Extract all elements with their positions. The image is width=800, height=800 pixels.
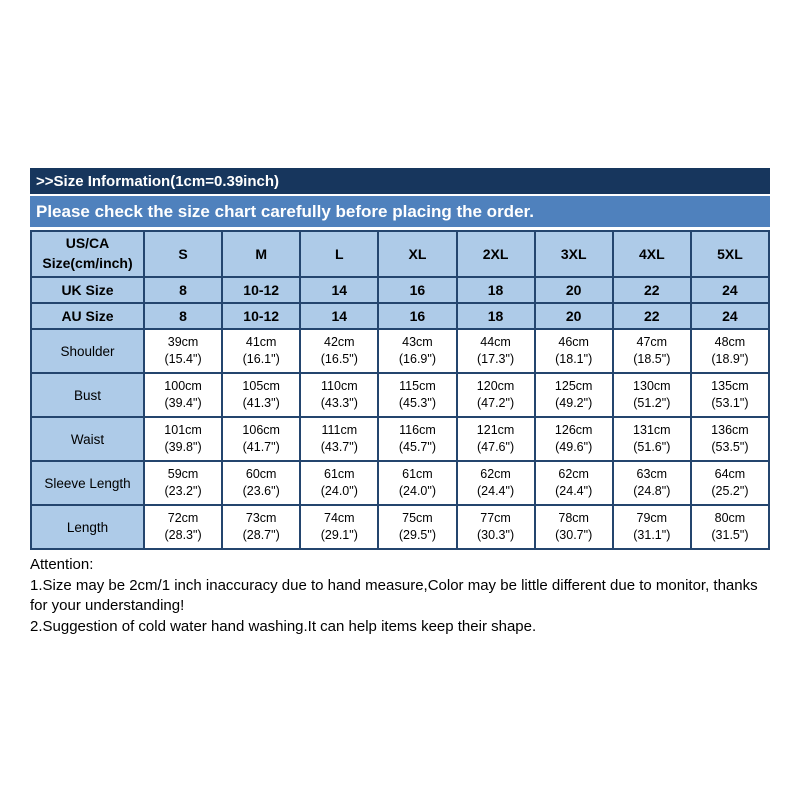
au-size-label: AU Size (30, 302, 145, 330)
size-col-header-m: M (221, 230, 302, 278)
shoulder-value: 39cm (15.4") (142, 328, 224, 374)
uk-size-value: 8 (142, 276, 224, 304)
shoulder-value: 48cm (18.9") (689, 328, 771, 374)
size-col-header-3xl: 3XL (533, 230, 614, 278)
bust-value: 115cm (45.3") (377, 372, 458, 418)
length-value: 80cm (31.5") (689, 504, 771, 550)
uk-size-label: UK Size (30, 276, 145, 304)
length-value: 78cm (30.7") (533, 504, 614, 550)
uk-size-value: 14 (299, 276, 380, 304)
au-size-row: AU Size 8 10-12 14 16 18 20 22 24 (30, 302, 771, 330)
uk-size-value: 10-12 (221, 276, 302, 304)
size-check-banner: Please check the size chart carefully be… (30, 196, 770, 227)
sleeve-length-value: 64cm (25.2") (689, 460, 771, 506)
uk-size-value: 20 (533, 276, 614, 304)
shoulder-label: Shoulder (30, 328, 145, 374)
waist-row: Waist 101cm (39.8") 106cm (41.7") 111cm … (30, 416, 771, 462)
corner-header-cell: US/CA Size(cm/inch) (30, 230, 145, 278)
sleeve-length-value: 61cm (24.0") (299, 460, 380, 506)
shoulder-value: 42cm (16.5") (299, 328, 380, 374)
bust-value: 100cm (39.4") (142, 372, 224, 418)
au-size-value: 10-12 (221, 302, 302, 330)
bust-value: 110cm (43.3") (299, 372, 380, 418)
bust-value: 120cm (47.2") (455, 372, 536, 418)
size-col-header-s: S (142, 230, 224, 278)
waist-value: 116cm (45.7") (377, 416, 458, 462)
length-row: Length 72cm (28.3") 73cm (28.7") 74cm (2… (30, 504, 771, 550)
length-value: 77cm (30.3") (455, 504, 536, 550)
size-header-row: US/CA Size(cm/inch) S M L XL 2XL 3XL 4XL… (30, 230, 771, 278)
size-info-title: >>Size Information(1cm=0.39inch) (30, 168, 770, 194)
length-value: 73cm (28.7") (221, 504, 302, 550)
attention-notes: Attention: 1.Size may be 2cm/1 inch inac… (30, 555, 770, 638)
size-col-header-xl: XL (377, 230, 458, 278)
shoulder-value: 41cm (16.1") (221, 328, 302, 374)
bust-value: 135cm (53.1") (689, 372, 771, 418)
shoulder-value: 43cm (16.9") (377, 328, 458, 374)
length-label: Length (30, 504, 145, 550)
size-col-header-4xl: 4XL (611, 230, 692, 278)
size-col-header-l: L (299, 230, 380, 278)
sleeve-length-value: 60cm (23.6") (221, 460, 302, 506)
sleeve-length-value: 62cm (24.4") (455, 460, 536, 506)
au-size-value: 20 (533, 302, 614, 330)
bust-row: Bust 100cm (39.4") 105cm (41.3") 110cm (… (30, 372, 771, 418)
waist-value: 136cm (53.5") (689, 416, 771, 462)
length-value: 79cm (31.1") (611, 504, 692, 550)
length-value: 72cm (28.3") (142, 504, 224, 550)
uk-size-row: UK Size 8 10-12 14 16 18 20 22 24 (30, 276, 771, 304)
au-size-value: 18 (455, 302, 536, 330)
au-size-value: 24 (689, 302, 771, 330)
waist-value: 131cm (51.6") (611, 416, 692, 462)
sleeve-length-value: 62cm (24.4") (533, 460, 614, 506)
waist-value: 106cm (41.7") (221, 416, 302, 462)
au-size-value: 8 (142, 302, 224, 330)
size-col-header-5xl: 5XL (689, 230, 771, 278)
sleeve-length-value: 63cm (24.8") (611, 460, 692, 506)
uk-size-value: 22 (611, 276, 692, 304)
au-size-value: 14 (299, 302, 380, 330)
uk-size-value: 24 (689, 276, 771, 304)
sleeve-length-row: Sleeve Length 59cm (23.2") 60cm (23.6") … (30, 460, 771, 506)
bust-value: 130cm (51.2") (611, 372, 692, 418)
waist-value: 111cm (43.7") (299, 416, 380, 462)
sleeve-length-value: 59cm (23.2") (142, 460, 224, 506)
size-chart-page: >>Size Information(1cm=0.39inch) Please … (30, 168, 771, 638)
uk-size-value: 18 (455, 276, 536, 304)
bust-value: 125cm (49.2") (533, 372, 614, 418)
waist-value: 126cm (49.6") (533, 416, 614, 462)
length-value: 75cm (29.5") (377, 504, 458, 550)
attention-title: Attention: (30, 556, 94, 573)
attention-line-2: 2.Suggestion of cold water hand washing.… (30, 618, 537, 636)
shoulder-value: 46cm (18.1") (533, 328, 614, 374)
shoulder-value: 47cm (18.5") (611, 328, 692, 374)
shoulder-value: 44cm (17.3") (455, 328, 536, 374)
uk-size-value: 16 (377, 276, 458, 304)
attention-line-1: 1.Size may be 2cm/1 inch inaccuracy due … (30, 576, 758, 615)
bust-label: Bust (30, 372, 145, 418)
length-value: 74cm (29.1") (299, 504, 380, 550)
sleeve-length-value: 61cm (24.0") (377, 460, 458, 506)
waist-label: Waist (30, 416, 145, 462)
sleeve-length-label: Sleeve Length (30, 460, 145, 506)
au-size-value: 22 (611, 302, 692, 330)
shoulder-row: Shoulder 39cm (15.4") 41cm (16.1") 42cm … (30, 328, 771, 374)
size-col-header-2xl: 2XL (455, 230, 536, 278)
bust-value: 105cm (41.3") (221, 372, 302, 418)
au-size-value: 16 (377, 302, 458, 330)
waist-value: 121cm (47.6") (455, 416, 536, 462)
size-chart-table: US/CA Size(cm/inch) S M L XL 2XL 3XL 4XL… (30, 230, 771, 550)
waist-value: 101cm (39.8") (142, 416, 224, 462)
